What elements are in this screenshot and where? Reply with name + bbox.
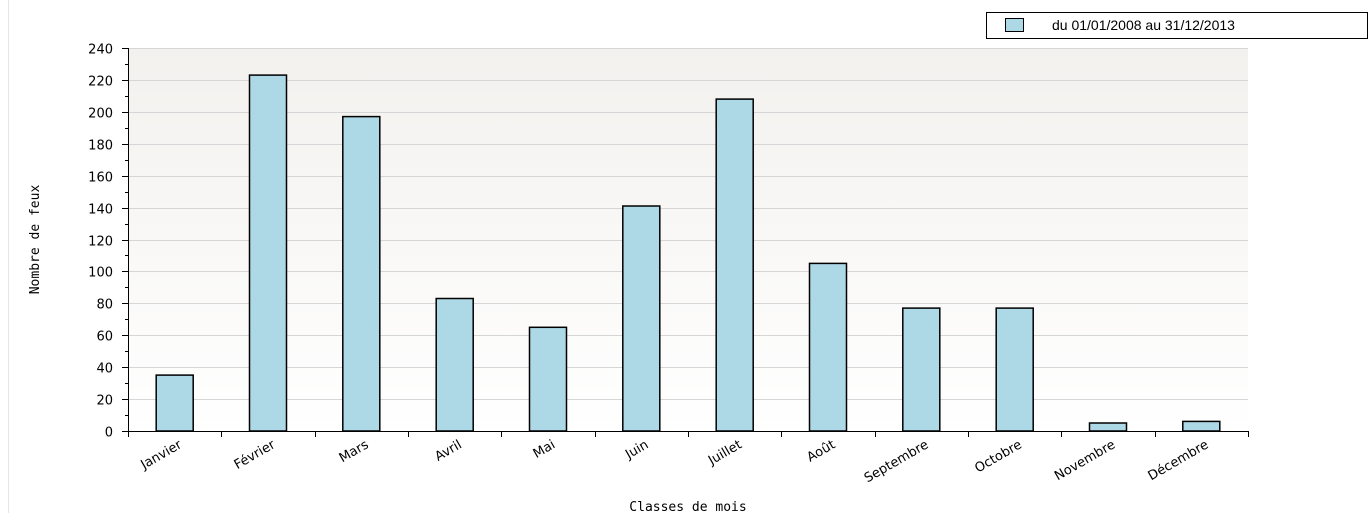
- y-tick-label: 0: [105, 426, 113, 441]
- x-tick-label: Novembre: [1052, 437, 1118, 484]
- legend: du 01/01/2008 au 31/12/2013: [986, 12, 1368, 39]
- y-tick-label: 80: [96, 298, 113, 313]
- bar-juin: [622, 205, 661, 432]
- y-tick-label: 60: [96, 330, 113, 345]
- y-tick-label: 180: [88, 139, 113, 154]
- x-tick-label: Septembre: [862, 437, 931, 486]
- legend-box: [986, 12, 1368, 39]
- bar-août: [808, 262, 848, 432]
- x-tick-label: Mars: [337, 437, 372, 466]
- y-tick-label: 160: [88, 171, 113, 186]
- bars: [155, 74, 1221, 432]
- y-tick-label: 140: [88, 203, 113, 218]
- x-tick-label: Octobre: [972, 437, 1024, 476]
- y-tick-label: 40: [96, 362, 113, 377]
- y-axis-title: Nombre de feux: [28, 185, 43, 295]
- bar-septembre: [902, 307, 941, 432]
- x-tick-label: Janvier: [138, 437, 186, 473]
- bar-mars: [342, 115, 381, 432]
- bar-janvier: [155, 374, 194, 432]
- bar-octobre: [995, 307, 1034, 432]
- x-tick-label: Avril: [433, 437, 465, 464]
- bar-novembre: [1088, 422, 1128, 432]
- bar-février: [248, 74, 288, 432]
- x-tick-label: Février: [232, 437, 279, 473]
- x-tick-label: Juin: [622, 437, 651, 462]
- bar-juillet: [715, 98, 754, 432]
- x-tick-label: Décembre: [1146, 437, 1212, 484]
- legend-swatch: [1005, 18, 1024, 32]
- y-tick-label: 200: [88, 107, 113, 122]
- axes: [122, 48, 1249, 437]
- grid-lines: [128, 48, 1248, 400]
- x-tick-label: Mai: [531, 437, 558, 461]
- x-tick-labels: Janvier Février Mars Avril Mai Juin Juillet Aoû…: [138, 437, 1212, 486]
- y-tick-label: 100: [88, 266, 113, 281]
- left-border-line: [8, 0, 9, 513]
- bar-mai: [528, 326, 568, 432]
- y-tick-label: 240: [88, 43, 113, 58]
- bar-décembre: [1182, 420, 1221, 432]
- x-tick-label: Août: [805, 437, 838, 465]
- y-tick-labels: 0 20 40 60 80 100 120 140 160 180 200 220 240: [88, 43, 113, 441]
- x-tick-label: Juillet: [705, 437, 745, 468]
- plot-area: [128, 48, 1248, 431]
- y-tick-label: 20: [96, 394, 113, 409]
- x-axis-title: Classes de mois: [629, 500, 746, 513]
- legend-label: du 01/01/2008 au 31/12/2013: [1052, 17, 1235, 33]
- y-tick-label: 220: [88, 75, 113, 90]
- bar-avril: [435, 297, 474, 432]
- y-tick-label: 120: [88, 235, 113, 250]
